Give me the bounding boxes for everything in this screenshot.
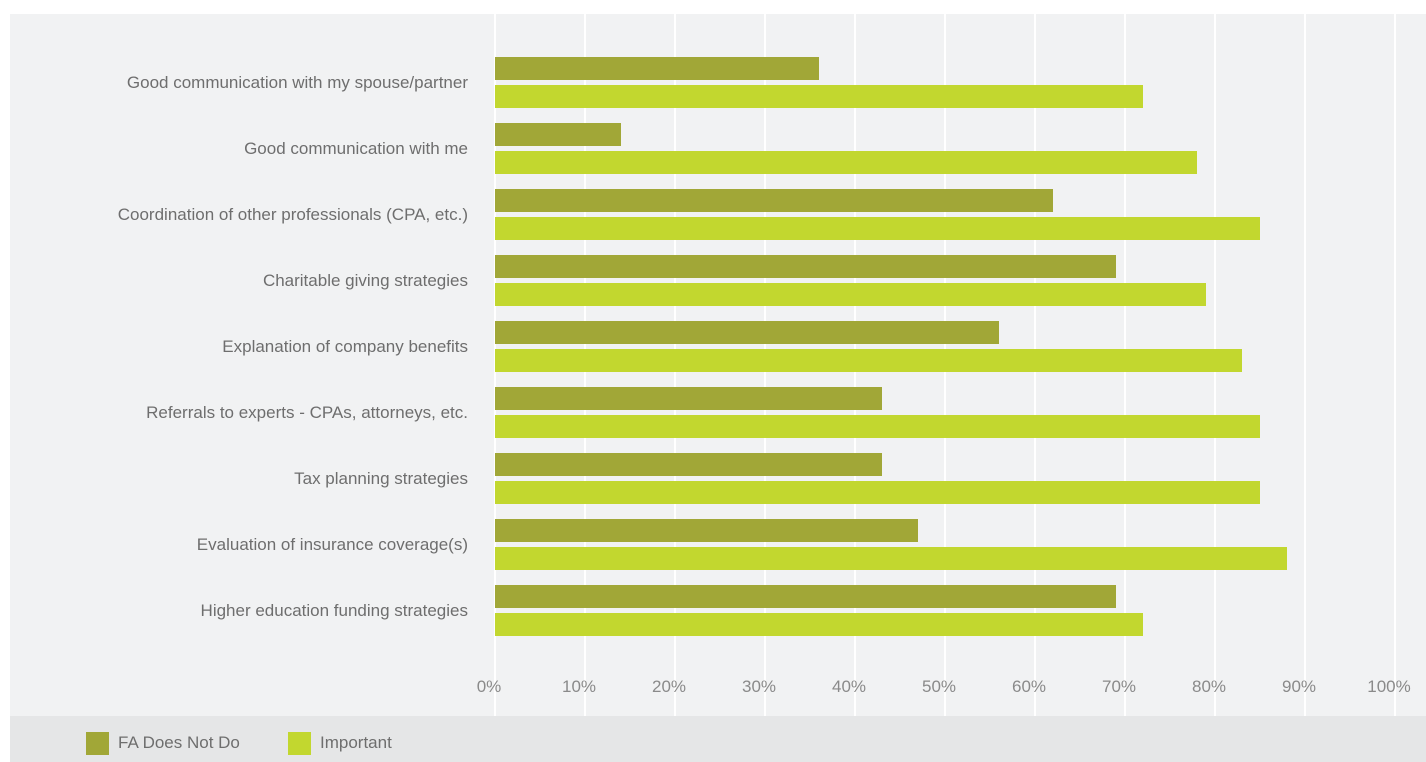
category-label: Explanation of company benefits [222, 337, 468, 356]
bar-important [495, 283, 1206, 306]
bar-fa-does-not-do [495, 321, 999, 344]
legend-swatch-fa-does-not-do [86, 731, 109, 755]
x-tick-label: 30% [742, 677, 776, 696]
x-tick-label: 10% [562, 677, 596, 696]
category-label: Charitable giving strategies [263, 271, 468, 290]
bar-important [495, 151, 1197, 174]
x-tick-label: 100% [1367, 677, 1410, 696]
category-label: Evaluation of insurance coverage(s) [197, 535, 468, 554]
x-tick-label: 40% [832, 677, 866, 696]
x-tick-label: 60% [1012, 677, 1046, 696]
category-label: Coordination of other professionals (CPA… [118, 205, 468, 224]
x-tick-label: 90% [1282, 677, 1316, 696]
bar-fa-does-not-do [495, 519, 918, 542]
category-labels: Good communication with my spouse/partne… [118, 73, 469, 620]
bar-important [495, 85, 1143, 108]
x-tick-label: 0% [477, 677, 502, 696]
legend-label-important: Important [320, 733, 392, 752]
x-tick-label: 70% [1102, 677, 1136, 696]
bar-important [495, 481, 1260, 504]
legend: FA Does Not Do Important [10, 716, 1426, 762]
bar-fa-does-not-do [495, 255, 1116, 278]
bar-fa-does-not-do [495, 189, 1053, 212]
legend-item-important: Important [288, 731, 392, 755]
bar-important [495, 217, 1260, 240]
bar-important [495, 613, 1143, 636]
bar-important [495, 415, 1260, 438]
bar-fa-does-not-do [495, 387, 882, 410]
legend-label-fa-does-not-do: FA Does Not Do [118, 733, 240, 752]
bar-chart: Good communication with my spouse/partne… [118, 14, 1411, 716]
bar-important [495, 349, 1242, 372]
bar-important [495, 547, 1287, 570]
bar-fa-does-not-do [495, 123, 621, 146]
category-label: Higher education funding strategies [201, 601, 468, 620]
category-label: Good communication with me [244, 139, 468, 158]
x-tick-label: 50% [922, 677, 956, 696]
category-label: Good communication with my spouse/partne… [127, 73, 468, 92]
category-label: Referrals to experts - CPAs, attorneys, … [146, 403, 468, 422]
x-tick-label: 20% [652, 677, 686, 696]
x-axis-tick-labels: 0% 10% 20% 30% 40% 50% 60% 70% 80% 90% 100% [477, 677, 1411, 696]
x-tick-label: 80% [1192, 677, 1226, 696]
bar-fa-does-not-do [495, 585, 1116, 608]
legend-swatch-important [288, 731, 311, 755]
bar-fa-does-not-do [495, 453, 882, 476]
bars [495, 57, 1287, 636]
chart-panel: Good communication with my spouse/partne… [10, 14, 1426, 716]
legend-item-fa-does-not-do: FA Does Not Do [86, 731, 240, 755]
category-label: Tax planning strategies [294, 469, 468, 488]
bar-fa-does-not-do [495, 57, 819, 80]
